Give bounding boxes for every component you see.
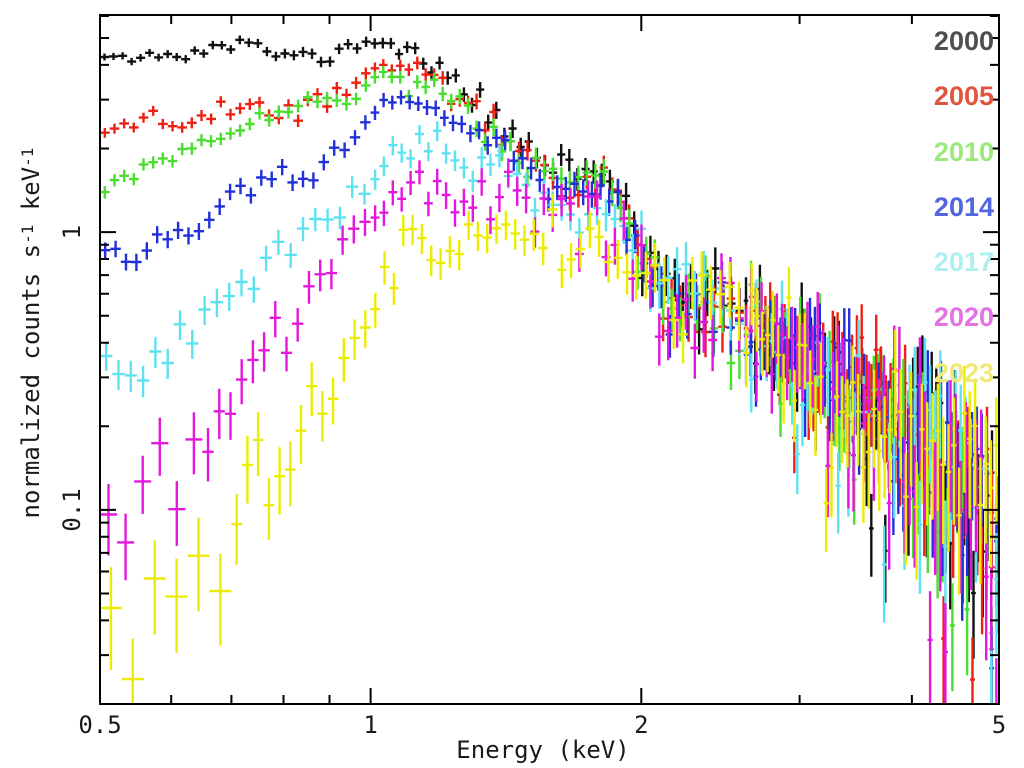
series-2023 <box>100 193 999 704</box>
legend-entry-2023: 2023 <box>933 357 994 388</box>
series-2000 <box>100 35 999 659</box>
legend-entry-2010: 2010 <box>933 136 994 167</box>
y-axis-label-text: normalized counts s <box>17 243 45 519</box>
y-tick-label-0.1: 0.1 <box>58 488 86 531</box>
x-tick-label-1: 1 <box>363 711 377 739</box>
y-axis-label-sup2: -1 <box>18 147 37 167</box>
x-axis-label: Energy (keV) <box>456 736 630 764</box>
y-axis-label-sup1: -1 <box>18 224 37 244</box>
legend-entry-2000: 2000 <box>933 26 994 56</box>
legend-entry-2017: 2017 <box>933 247 994 278</box>
y-axis-label-text2: keV <box>17 166 45 225</box>
plot-frame <box>99 14 1000 705</box>
y-tick-label-1: 1 <box>58 225 86 239</box>
legend-entry-2014: 2014 <box>933 191 994 222</box>
y-axis-label: normalized counts s-1 keV-1 <box>17 148 45 519</box>
x-tick-label-0.5: 0.5 <box>78 711 121 739</box>
legend-entry-2005: 2005 <box>933 81 994 112</box>
legend-entry-2020: 2020 <box>933 302 994 333</box>
x-tick-label-2: 2 <box>634 711 648 739</box>
x-tick-label-5: 5 <box>992 711 1006 739</box>
legend: 2000 2005 2010 2014 2017 2020 2023 <box>934 14 994 401</box>
